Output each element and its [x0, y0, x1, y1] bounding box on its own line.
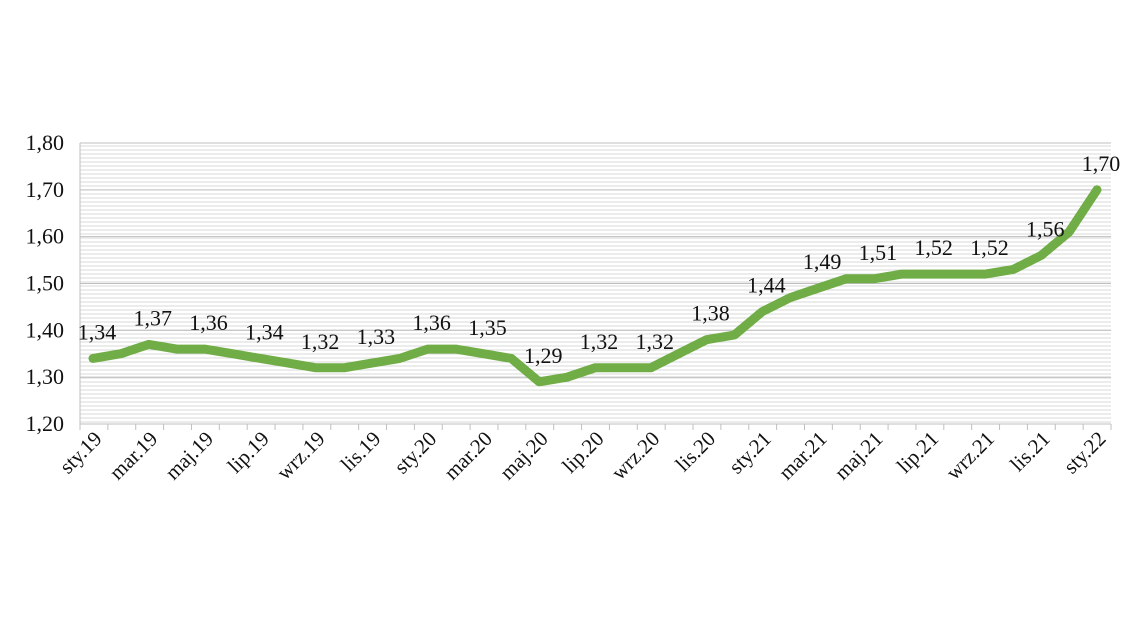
data-label: 1,70 [1082, 151, 1121, 176]
x-tick-label: lip.19 [223, 427, 274, 478]
data-label: 1,35 [468, 315, 507, 340]
y-tick-label: 1,70 [26, 177, 65, 202]
x-tick-label: mar.20 [439, 427, 497, 485]
y-tick-label: 1,50 [26, 271, 65, 296]
x-tick-label: lis.21 [1005, 427, 1055, 477]
y-tick-label: 1,30 [26, 364, 65, 389]
series-line [88, 185, 1102, 387]
data-label: 1,37 [134, 305, 173, 330]
data-label: 1,32 [580, 329, 619, 354]
data-labels: 1,34 1,37 1,36 1,34 1,32 1,33 1,36 1,35 1,29 1,32… [78, 151, 1121, 368]
x-tick-label: maj.20 [495, 427, 553, 485]
gridlines [80, 142, 1111, 378]
data-label: 1,36 [189, 310, 228, 335]
data-label: 1,51 [859, 240, 898, 265]
x-tick-label: maj.21 [830, 427, 888, 485]
data-label: 1,32 [636, 329, 675, 354]
axes [79, 143, 1112, 430]
x-tick-label: lis.19 [336, 427, 386, 477]
x-tick-label: lip.21 [892, 427, 943, 478]
x-tick-label: mar.19 [105, 427, 163, 485]
series-lines [88, 185, 1102, 387]
y-tick-label: 1,60 [26, 224, 65, 249]
data-label: 1,52 [970, 235, 1009, 260]
data-label: 1,38 [691, 301, 730, 326]
x-tick-label: wrz.19 [272, 427, 330, 485]
x-tick-label: mar.21 [774, 427, 832, 485]
data-label: 1,49 [803, 249, 842, 274]
data-label: 1,56 [1026, 216, 1065, 241]
data-label: 1,36 [412, 310, 451, 335]
y-axis-tick-labels: 1,20 1,30 1,40 1,50 1,60 1,70 1,80 [26, 130, 65, 436]
y-tick-label: 1,40 [26, 317, 65, 342]
x-tick-label: lis.20 [671, 427, 721, 477]
x-tick-label: sty.20 [389, 427, 441, 479]
x-tick-label: sty.22 [1059, 427, 1111, 479]
x-tick-label: sty.21 [724, 427, 776, 479]
data-label: 1,34 [245, 319, 284, 344]
data-label: 1,44 [747, 273, 786, 298]
x-tick-label: wrz.20 [607, 427, 665, 485]
y-tick-label: 1,20 [26, 411, 65, 436]
x-tick-label: lip.20 [557, 427, 608, 478]
x-tick-label: wrz.21 [941, 427, 999, 485]
data-label: 1,33 [357, 324, 396, 349]
x-tick-label: maj.19 [160, 427, 218, 485]
data-label: 1,29 [524, 343, 563, 368]
data-label: 1,34 [78, 319, 117, 344]
y-tick-label: 1,80 [26, 130, 65, 155]
data-label: 1,32 [301, 329, 340, 354]
data-label: 1,52 [914, 235, 953, 260]
